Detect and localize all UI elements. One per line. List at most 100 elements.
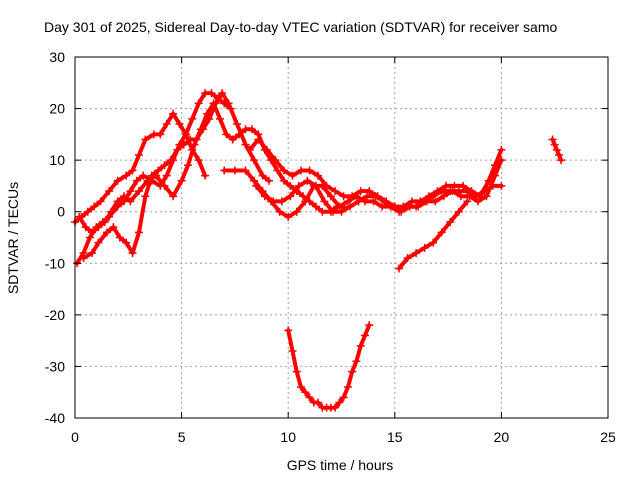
data-point-marker bbox=[446, 218, 455, 227]
data-point-marker bbox=[258, 171, 267, 180]
data-point-marker bbox=[279, 176, 288, 185]
data-point-marker bbox=[491, 171, 500, 180]
data-point-marker bbox=[339, 393, 348, 402]
data-point-marker bbox=[113, 176, 122, 185]
data-point-marker bbox=[335, 202, 344, 211]
data-point-marker bbox=[230, 166, 239, 175]
data-point-marker bbox=[497, 181, 506, 190]
data-point-marker bbox=[314, 171, 323, 180]
y-tick-label: 30 bbox=[49, 49, 65, 65]
data-point-marker bbox=[166, 156, 175, 165]
data-point-marker bbox=[328, 207, 337, 216]
data-point-marker bbox=[303, 176, 312, 185]
y-tick-label: -20 bbox=[45, 307, 65, 323]
x-tick-label: 0 bbox=[71, 429, 79, 445]
data-point-marker bbox=[254, 135, 263, 144]
data-point-marker bbox=[557, 156, 566, 165]
data-point-marker bbox=[132, 176, 141, 185]
data-point-marker bbox=[183, 161, 192, 170]
data-point-marker bbox=[482, 192, 491, 201]
x-tick-label: 10 bbox=[280, 429, 296, 445]
data-point-marker bbox=[260, 192, 269, 201]
data-point-marker bbox=[196, 125, 205, 134]
data-point-marker bbox=[207, 89, 216, 98]
data-point-marker bbox=[548, 135, 557, 144]
data-point-marker bbox=[459, 181, 468, 190]
data-point-marker bbox=[441, 181, 450, 190]
y-tick-label: 20 bbox=[49, 101, 65, 117]
data-point-marker bbox=[109, 223, 118, 232]
data-point-marker bbox=[356, 187, 365, 196]
data-point-marker bbox=[456, 192, 465, 201]
data-point-marker bbox=[331, 403, 340, 412]
data-point-marker bbox=[284, 326, 293, 335]
data-point-marker bbox=[120, 192, 129, 201]
plot-frame bbox=[74, 56, 609, 419]
data-point-marker bbox=[378, 202, 387, 211]
data-point-marker bbox=[348, 367, 357, 376]
data-point-marker bbox=[554, 150, 563, 159]
data-point-marker bbox=[162, 171, 171, 180]
data-point-marker bbox=[203, 109, 212, 118]
data-point-marker bbox=[439, 192, 448, 201]
data-point-marker bbox=[348, 192, 357, 201]
data-point-marker bbox=[83, 207, 92, 216]
data-point-marker bbox=[299, 192, 308, 201]
data-point-marker bbox=[250, 156, 259, 165]
series-track-7 bbox=[252, 156, 506, 216]
data-point-marker bbox=[369, 197, 378, 206]
data-point-marker bbox=[473, 197, 482, 206]
data-point-marker bbox=[354, 197, 363, 206]
data-point-marker bbox=[301, 388, 310, 397]
data-point-marker bbox=[326, 192, 335, 201]
data-point-marker bbox=[181, 130, 190, 139]
data-point-marker bbox=[177, 176, 186, 185]
data-point-marker bbox=[322, 181, 331, 190]
data-point-marker bbox=[405, 202, 414, 211]
data-point-marker bbox=[448, 187, 457, 196]
data-point-marker bbox=[88, 228, 97, 237]
data-point-marker bbox=[94, 238, 103, 247]
data-point-marker bbox=[154, 166, 163, 175]
data-point-marker bbox=[115, 233, 124, 242]
data-point-marker bbox=[194, 156, 203, 165]
series-track-10 bbox=[548, 135, 566, 165]
data-point-marker bbox=[169, 109, 178, 118]
data-point-marker bbox=[403, 254, 412, 263]
data-point-marker bbox=[454, 207, 463, 216]
data-point-marker bbox=[335, 398, 344, 407]
data-point-marker bbox=[81, 223, 90, 232]
data-point-marker bbox=[339, 192, 348, 201]
y-tick-label: -40 bbox=[45, 410, 65, 426]
data-point-marker bbox=[79, 254, 88, 263]
data-point-marker bbox=[301, 197, 310, 206]
data-point-marker bbox=[424, 192, 433, 201]
data-point-marker bbox=[371, 192, 380, 201]
data-point-marker bbox=[422, 197, 431, 206]
data-point-marker bbox=[102, 228, 111, 237]
data-point-marker bbox=[75, 212, 84, 221]
data-point-marker bbox=[311, 181, 320, 190]
data-point-marker bbox=[465, 192, 474, 201]
data-point-marker bbox=[107, 207, 116, 216]
data-point-marker bbox=[286, 181, 295, 190]
series-track-4 bbox=[75, 99, 348, 237]
data-point-marker bbox=[188, 114, 197, 123]
data-point-marker bbox=[105, 187, 114, 196]
y-tick-label: -10 bbox=[45, 255, 65, 271]
data-point-marker bbox=[277, 197, 286, 206]
y-tick-label: 10 bbox=[49, 152, 65, 168]
data-point-marker bbox=[235, 130, 244, 139]
series-track-line bbox=[81, 91, 271, 261]
data-point-marker bbox=[265, 176, 274, 185]
data-point-marker bbox=[360, 331, 369, 340]
data-point-marker bbox=[209, 99, 218, 108]
data-point-marker bbox=[252, 181, 261, 190]
data-point-marker bbox=[305, 393, 314, 402]
data-point-marker bbox=[175, 120, 184, 129]
data-point-marker bbox=[100, 218, 109, 227]
data-point-marker bbox=[85, 233, 94, 242]
data-point-marker bbox=[294, 181, 303, 190]
series-track-line bbox=[77, 101, 346, 235]
